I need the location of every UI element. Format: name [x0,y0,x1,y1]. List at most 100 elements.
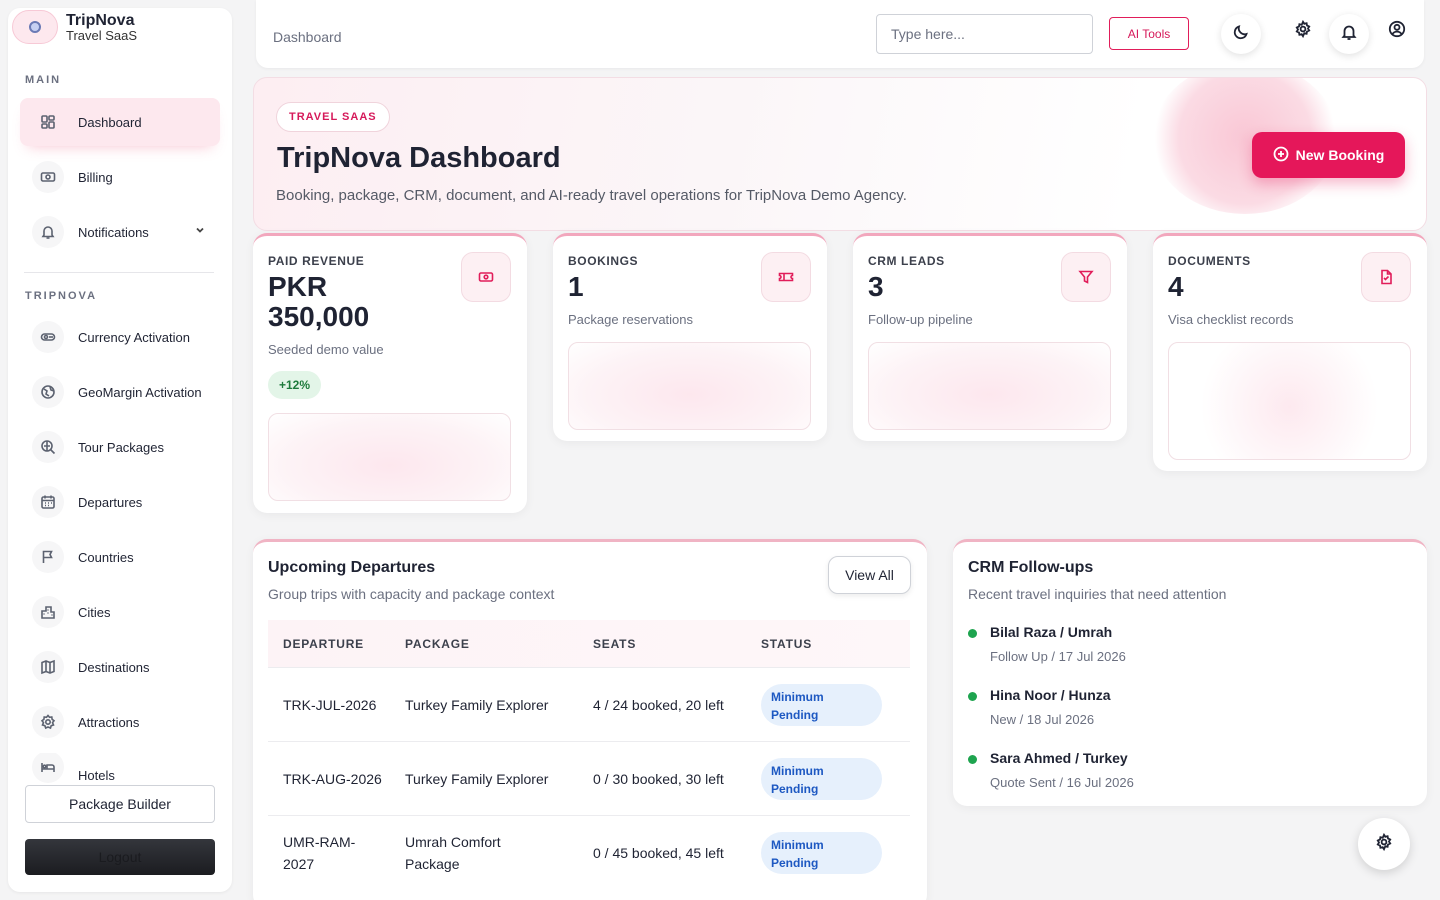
page-title: TripNova Dashboard [277,142,561,174]
stat-value-currency: PKR [268,271,328,302]
seats-info: 0 / 45 booked, 45 left [593,845,724,861]
crm-followups-panel: CRM Follow-ups Recent travel inquiries t… [953,539,1427,806]
gear-badge-icon [32,706,64,738]
stat-value: PKR 350,000 [268,272,369,332]
stat-note: Seeded demo value [268,342,384,357]
sidebar-item-label: Cities [78,604,111,620]
sidebar-item-billing[interactable]: Billing [20,153,220,201]
grid-icon [32,106,64,138]
brand-logo-icon [12,10,58,44]
upcoming-departures-panel: Upcoming Departures Group trips with cap… [253,539,927,900]
brand-name: TripNova [66,11,135,29]
sidebar-item-currency-activation[interactable]: Currency Activation [20,313,220,361]
panel-subtitle: Group trips with capacity and package co… [268,586,555,602]
stat-value: 1 [568,271,584,302]
lead-name: Bilal Raza / Umrah [990,624,1113,640]
status-dot [968,629,977,638]
lead-meta: New / 18 Jul 2026 [990,712,1095,727]
brand[interactable]: TripNova Travel SaaS [12,10,137,44]
status-badge: Minimum Pending [761,757,882,800]
calendar-icon [32,486,64,518]
status-dot [968,692,977,701]
stat-note: Package reservations [568,312,694,327]
departures-table: DEPARTURE PACKAGE SEATS STATUS TRK-JUL-2… [268,620,910,890]
stat-card-documents: DOCUMENTS 4 Visa checklist records [1153,233,1427,471]
map-icon [32,651,64,683]
stat-label: BOOKINGS [568,254,639,268]
package-name: Turkey Family Explorer [405,770,549,787]
sidebar-item-label: Attractions [78,714,140,730]
stat-value: 3 [868,271,884,302]
stat-sparkline-area [1168,342,1411,460]
sidebar-item-label: Countries [78,549,134,565]
bell-icon [32,216,64,248]
sidebar-item-geomargin-activation[interactable]: GeoMargin Activation [20,368,220,416]
breadcrumb[interactable]: Dashboard [273,29,342,45]
lead-meta: Quote Sent / 16 Jul 2026 [990,775,1134,790]
stat-value-amount: 350,000 [268,301,370,332]
main-nav: Dashboard Billing Notifications [20,98,220,263]
stat-card-paid-revenue: PAID REVENUE PKR 350,000 Seeded demo val… [253,233,527,513]
buildings-icon [32,596,64,628]
view-all-button[interactable]: View All [828,556,911,594]
logout-button[interactable]: Logout [25,839,215,875]
package-name: Umrah Comfort Package [405,834,501,872]
sidebar-item-tour-packages[interactable]: Tour Packages [20,423,220,471]
status-badge: Minimum Pending [761,683,882,726]
table-row[interactable]: TRK-AUG-2026 Turkey Family Explorer 0 / … [268,742,910,816]
sidebar-item-hotels[interactable]: Hotels [20,753,220,783]
ai-tools-button[interactable]: AI Tools [1109,17,1189,50]
globe-icon [32,376,64,408]
ticket-icon [761,252,811,302]
cash-icon [461,252,511,302]
column-header-departure[interactable]: DEPARTURE [283,636,364,651]
column-header-seats[interactable]: SEATS [593,636,637,651]
moon-icon [1232,23,1250,46]
column-header-package[interactable]: PACKAGE [405,636,470,651]
gear-icon [1294,19,1312,43]
settings-button[interactable] [1283,11,1323,51]
notifications-button[interactable] [1329,14,1369,54]
status-badge: Minimum Pending [761,832,882,874]
user-circle-icon [1388,20,1406,43]
bed-icon [32,753,64,783]
sidebar-item-label: Destinations [78,659,150,675]
table-header: DEPARTURE PACKAGE SEATS STATUS [268,620,910,668]
dark-mode-toggle[interactable] [1221,14,1261,54]
sidebar-item-label: Tour Packages [78,439,164,455]
departure-code: TRK-JUL-2026 [283,696,377,713]
stat-label: CRM LEADS [868,254,945,268]
floating-settings-button[interactable] [1358,818,1410,870]
search-input[interactable] [876,14,1093,54]
new-booking-label: New Booking [1295,147,1385,163]
lead-meta: Follow Up / 17 Jul 2026 [990,649,1126,664]
section-label-tripnova: TRIPNOVA [25,290,98,302]
new-booking-button[interactable]: New Booking [1252,132,1405,178]
tripnova-nav: Currency Activation GeoMargin Activation… [20,313,220,790]
sidebar-item-notifications[interactable]: Notifications [20,208,220,256]
chevron-down-icon[interactable] [194,224,206,236]
flag-icon [32,541,64,573]
package-builder-button[interactable]: Package Builder [25,785,215,823]
column-header-status[interactable]: STATUS [761,636,813,651]
banknote-icon [32,161,64,193]
user-account-button[interactable] [1377,11,1417,51]
panel-title: CRM Follow-ups [968,559,1094,576]
sidebar: TripNova Travel SaaS MAIN Dashboard Bill… [8,8,232,892]
sidebar-item-cities[interactable]: Cities [20,588,220,636]
stat-sparkline-area [568,342,811,430]
funnel-icon [1061,252,1111,302]
stat-sparkline-area [868,342,1111,430]
stat-value: 4 [1168,271,1184,302]
stat-label: PAID REVENUE [268,254,365,268]
stat-card-bookings: BOOKINGS 1 Package reservations [553,233,827,441]
stat-card-crm-leads: CRM LEADS 3 Follow-up pipeline [853,233,1127,441]
sidebar-item-dashboard[interactable]: Dashboard [20,98,220,146]
table-row[interactable]: TRK-JUL-2026 Turkey Family Explorer 4 / … [268,668,910,742]
sidebar-item-countries[interactable]: Countries [20,533,220,581]
top-header: Dashboard AI Tools [256,0,1424,68]
table-row[interactable]: UMR-RAM-2027 Umrah Comfort Package 0 / 4… [268,816,910,890]
sidebar-item-attractions[interactable]: Attractions [20,698,220,746]
sidebar-item-departures[interactable]: Departures [20,478,220,526]
sidebar-item-destinations[interactable]: Destinations [20,643,220,691]
